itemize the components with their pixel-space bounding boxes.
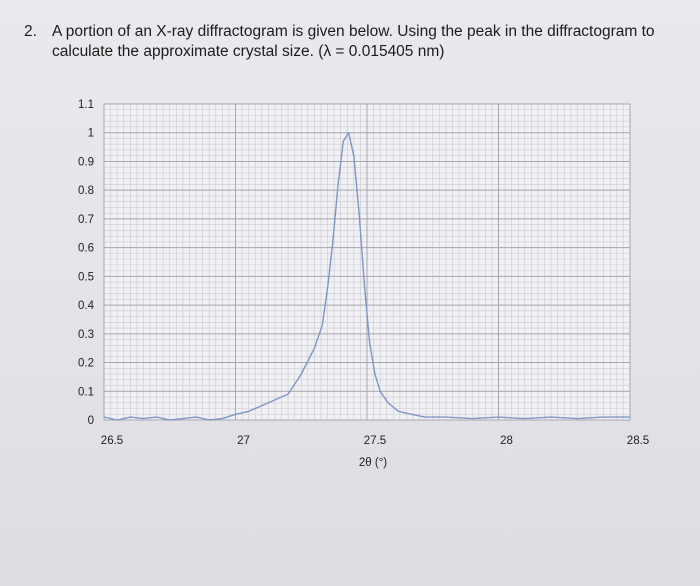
question-number: 2. (24, 23, 37, 40)
question: 2. A portion of an X-ray diffractogram i… (24, 22, 674, 62)
y-tick-label: 0.8 (78, 185, 94, 197)
x-tick-label: 27 (237, 435, 250, 447)
y-tick-label: 0.7 (78, 214, 94, 226)
y-tick-label: 0.1 (78, 386, 94, 398)
x-tick-label: 28.5 (627, 435, 649, 447)
x-tick-label: 27.5 (364, 435, 386, 447)
y-tick-label: 1.1 (78, 99, 94, 111)
y-tick-label: 0.9 (78, 156, 94, 168)
y-tick-label: 0.5 (78, 271, 94, 283)
x-axis-title: 2θ (°) (359, 457, 387, 469)
question-text: A portion of an X-ray diffractogram is g… (52, 23, 655, 60)
y-tick-label: 0.2 (78, 358, 94, 370)
x-tick-label: 28 (500, 435, 513, 447)
series-line-0 (103, 131, 630, 421)
y-tick-label: 0 (88, 415, 94, 427)
y-tick-label: 0.4 (78, 300, 95, 312)
y-tick-label: 1 (88, 128, 94, 140)
y-tick-label: 0.6 (78, 243, 94, 255)
y-tick-label: 0.3 (78, 329, 94, 341)
x-tick-label: 26.5 (101, 435, 123, 447)
